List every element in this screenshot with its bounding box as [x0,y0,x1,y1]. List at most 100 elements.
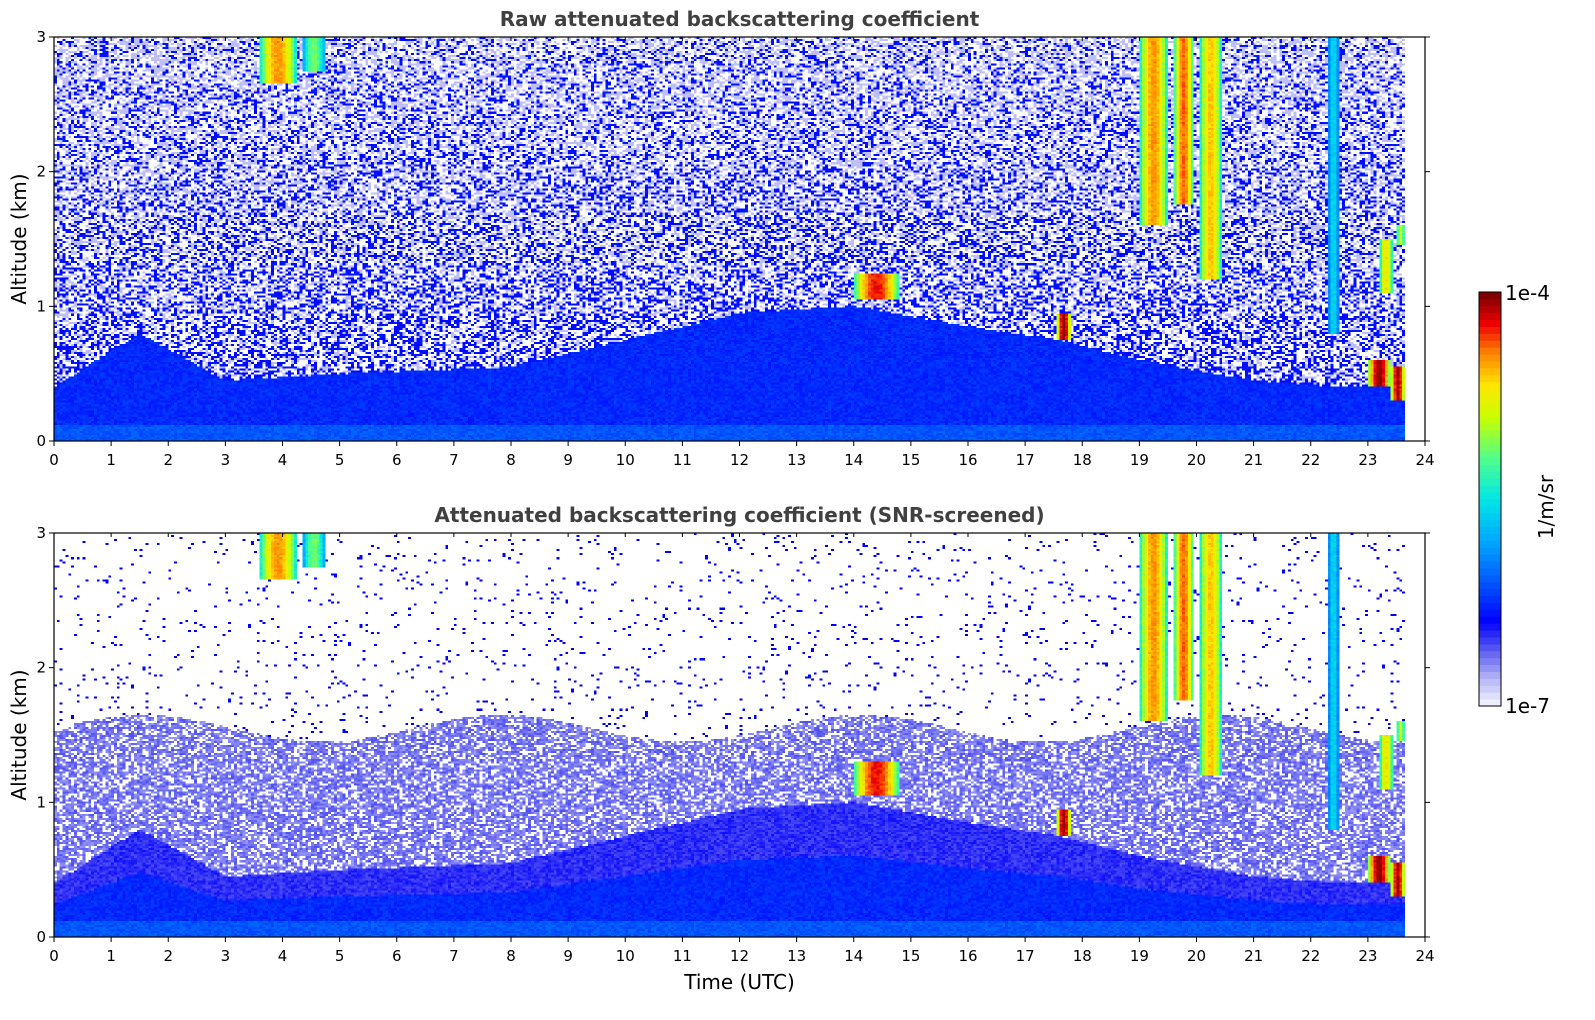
colorbar-segment [1479,519,1501,528]
colorbar-segment [1479,692,1501,700]
x-tick-label: 7 [449,947,459,965]
colorbar-segment [1479,450,1501,459]
x-tick-label: 14 [844,947,863,965]
colorbar-segment [1479,650,1501,659]
x-tick-label: 8 [506,947,516,965]
colorbar-segment [1479,292,1501,300]
x-axis-label: Time (UTC) [683,970,795,994]
x-tick-label: 11 [673,947,692,965]
x-tick-label: 9 [563,451,573,469]
colorbar-unit-label: 1/m/sr [1534,474,1558,539]
colorbar-segment [1479,540,1501,548]
colorbar-segment [1479,657,1501,666]
colorbar-segment [1479,374,1501,383]
x-tick-label: 0 [49,451,59,469]
x-tick-label: 12 [730,947,749,965]
y-tick-label: 1 [36,297,46,315]
colorbar-segment [1479,685,1501,693]
x-tick-label: 2 [163,451,173,469]
colorbar-segment [1479,464,1501,472]
x-tick-label: 15 [901,451,920,469]
x-tick-label: 17 [1016,451,1035,469]
x-tick-label: 20 [1187,451,1206,469]
heatmap-image [54,37,1425,441]
colorbar-segment [1479,347,1501,355]
colorbar-segment [1479,526,1501,534]
colorbar-segment [1479,443,1501,452]
x-tick-label: 22 [1301,451,1320,469]
y-tick-label: 3 [36,28,46,46]
colorbar-max-label: 1e-4 [1505,281,1550,305]
colorbar-segment [1479,367,1501,376]
colorbar-segment [1479,326,1501,334]
x-tick-label: 10 [616,947,635,965]
x-tick-label: 19 [1130,451,1149,469]
colorbar-segment [1479,485,1501,493]
colorbar-segment [1479,623,1501,631]
x-tick-label: 24 [1415,451,1434,469]
colorbar: 1e-4 1e-7 1/m/sr [1478,281,1558,718]
x-tick-label: 17 [1016,947,1035,965]
colorbar-segment [1479,609,1501,617]
y-axis-label: Altitude (km) [7,669,31,800]
colorbar-frame [1478,291,1502,707]
colorbar-segment [1479,381,1501,390]
colorbar-segment [1479,402,1501,410]
x-tick-label: 2 [163,947,173,965]
colorbar-segment [1479,361,1501,369]
colorbar-segment [1479,388,1501,396]
x-tick-label: 10 [616,451,635,469]
colorbar-min-label: 1e-7 [1505,694,1550,718]
colorbar-segment [1479,305,1501,314]
colorbar-segment [1479,588,1501,597]
colorbar-segment [1479,547,1501,555]
colorbar-segment [1479,671,1501,679]
y-axis-label: Altitude (km) [7,173,31,304]
x-tick-label: 16 [958,451,977,469]
x-tick-label: 5 [335,451,345,469]
x-tick-label: 13 [787,947,806,965]
y-tick-label: 3 [36,524,46,542]
colorbar-segment [1479,430,1501,438]
x-tick-label: 12 [730,451,749,469]
colorbar-segment [1479,333,1501,341]
colorbar-segment [1479,492,1501,500]
colorbar-segment [1479,478,1501,486]
y-tick-label: 0 [36,432,46,450]
colorbar-segment [1479,699,1501,707]
colorbar-segment [1479,561,1501,569]
x-tick-label: 23 [1358,451,1377,469]
colorbar-segment [1479,554,1501,562]
x-tick-label: 14 [844,451,863,469]
x-tick-label: 3 [221,947,231,965]
colorbar-segment [1479,340,1501,348]
x-tick-label: 1 [106,451,116,469]
colorbar-segment [1479,643,1501,652]
x-tick-label: 7 [449,451,459,469]
x-tick-label: 21 [1244,451,1263,469]
x-tick-label: 24 [1415,947,1434,965]
x-tick-label: 11 [673,451,692,469]
colorbar-segment [1479,505,1501,514]
x-tick-label: 13 [787,451,806,469]
x-tick-label: 22 [1301,947,1320,965]
colorbar-segment [1479,319,1501,327]
colorbar-segment [1479,595,1501,603]
x-tick-label: 19 [1130,947,1149,965]
x-tick-label: 20 [1187,947,1206,965]
x-tick-label: 5 [335,947,345,965]
x-tick-label: 1 [106,947,116,965]
x-tick-label: 4 [278,947,288,965]
x-tick-label: 0 [49,947,59,965]
colorbar-segment [1479,409,1501,417]
colorbar-segment [1479,568,1501,576]
colorbar-segment [1479,630,1501,638]
colorbar-segment [1479,664,1501,672]
y-tick-label: 1 [36,793,46,811]
x-tick-label: 9 [563,947,573,965]
y-tick-label: 2 [36,163,46,181]
x-tick-label: 8 [506,451,516,469]
y-tick-label: 2 [36,659,46,677]
x-tick-label: 6 [392,451,402,469]
